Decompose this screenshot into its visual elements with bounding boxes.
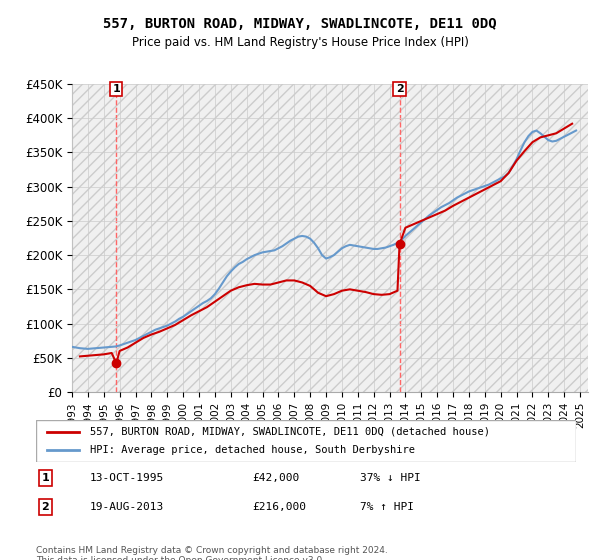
Text: 37% ↓ HPI: 37% ↓ HPI (360, 473, 421, 483)
Text: 1: 1 (41, 473, 49, 483)
Text: 557, BURTON ROAD, MIDWAY, SWADLINCOTE, DE11 0DQ (detached house): 557, BURTON ROAD, MIDWAY, SWADLINCOTE, D… (90, 427, 490, 437)
Text: 7% ↑ HPI: 7% ↑ HPI (360, 502, 414, 512)
Bar (72, 84, 588, 392)
Text: 1: 1 (112, 84, 120, 94)
Text: 13-OCT-1995: 13-OCT-1995 (90, 473, 164, 483)
FancyBboxPatch shape (36, 420, 576, 462)
Text: 19-AUG-2013: 19-AUG-2013 (90, 502, 164, 512)
Text: HPI: Average price, detached house, South Derbyshire: HPI: Average price, detached house, Sout… (90, 445, 415, 455)
Text: £216,000: £216,000 (252, 502, 306, 512)
Text: 2: 2 (395, 84, 403, 94)
Text: 557, BURTON ROAD, MIDWAY, SWADLINCOTE, DE11 0DQ: 557, BURTON ROAD, MIDWAY, SWADLINCOTE, D… (103, 17, 497, 31)
Text: 2: 2 (41, 502, 49, 512)
Text: Price paid vs. HM Land Registry's House Price Index (HPI): Price paid vs. HM Land Registry's House … (131, 36, 469, 49)
Text: Contains HM Land Registry data © Crown copyright and database right 2024.
This d: Contains HM Land Registry data © Crown c… (36, 546, 388, 560)
Text: £42,000: £42,000 (252, 473, 299, 483)
